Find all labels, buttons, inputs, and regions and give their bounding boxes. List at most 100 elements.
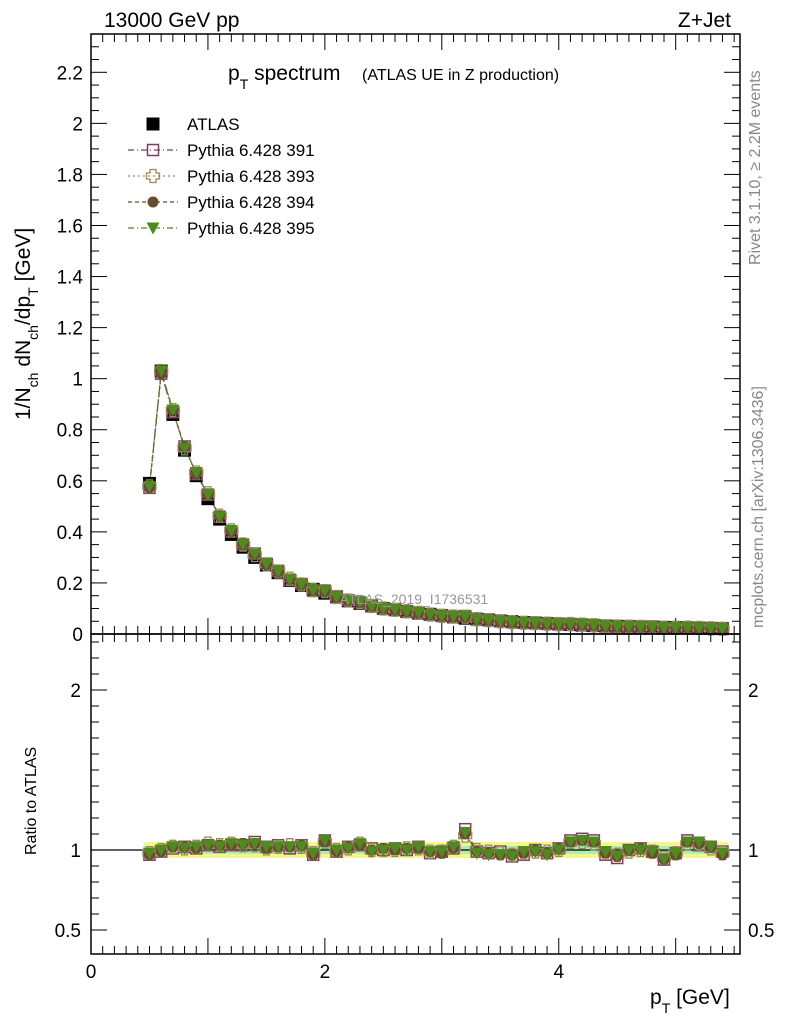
ratio-series-4-point (540, 849, 554, 862)
main-y-tick-label: 1 (72, 370, 83, 391)
legend: ATLAS Pythia 6.428 391 Pythia 6.428 393 Pyt… (128, 115, 315, 238)
ratio-y-tick-label: 0.5 (55, 921, 81, 942)
series-4-point (353, 596, 367, 609)
ratio-series-4-point (517, 846, 531, 859)
legend-label: ATLAS (187, 115, 240, 134)
series-4-point (575, 619, 589, 632)
main-y-tick-label: 0.8 (57, 421, 83, 442)
header-right: Z+Jet (678, 9, 731, 32)
ratio-series-4-point (634, 844, 648, 857)
series-4-point (493, 615, 507, 628)
ratio-series-4-point (470, 847, 484, 860)
ratio-series-4-point (447, 841, 461, 854)
series-4-point (458, 610, 472, 623)
ratio-series-4-point (353, 838, 367, 851)
ratio-series-4-point (142, 847, 156, 860)
series-4-point (283, 573, 297, 586)
ratio-series-4-point (224, 838, 238, 851)
main-ticks: 0 0.2 0.4 0.6 0.8 1 1.2 1.4 1.6 1.8 2 2.2 (57, 33, 740, 646)
series-4-point (318, 585, 332, 598)
ratio-series-4-point (622, 844, 636, 857)
ratio-series-4-point (259, 841, 273, 854)
series-4-point (704, 622, 718, 635)
chart-title: pT spectrum (ATLAS UE in Z production) (228, 62, 559, 92)
series-4-point (294, 579, 308, 592)
series-4-point (657, 622, 671, 635)
series-4-point (435, 610, 449, 623)
ratio-series-4-point (563, 836, 577, 849)
series-4-point (236, 539, 250, 552)
ratio-series-4-point (458, 826, 472, 839)
ratio-series-4-point (271, 841, 285, 854)
chart-subtitle: (ATLAS UE in Z production) (362, 67, 559, 84)
svg-text:pT [GeV]: pT [GeV] (650, 986, 730, 1016)
series-4-point (447, 611, 461, 624)
x-axis-title: pT [GeV] (650, 986, 730, 1016)
main-y-tick-label: 0.2 (57, 574, 83, 595)
ratio-y-tick-label: 1 (70, 841, 81, 862)
series-4-point (306, 584, 320, 597)
series-4-point (400, 606, 414, 619)
series-4-point (505, 616, 519, 629)
series-4-point (166, 404, 180, 417)
ratio-series-4-point (294, 841, 308, 854)
ratio-ticks: 0 2 4 0.5 0.5 1 1 2 2 (55, 634, 774, 983)
ratio-y-tick-label-right: 1 (748, 841, 759, 862)
ratio-series-4-point (306, 847, 320, 860)
series-4-point (563, 618, 577, 631)
series-4-point (680, 622, 694, 635)
legend-label: Pythia 6.428 393 (187, 167, 315, 186)
main-y-tick-label: 1.4 (57, 268, 84, 289)
series-4-point (224, 524, 238, 537)
series-4-point (154, 365, 168, 378)
ratio-series (142, 822, 730, 867)
watermark: ATLAS_2019_I1736531 (340, 591, 489, 607)
series-4-point (213, 511, 227, 524)
ratio-y-tick-label: 2 (70, 681, 81, 702)
series-4-point (259, 558, 273, 571)
series-4-point (482, 614, 496, 627)
ratio-series-4-point (213, 841, 227, 854)
series-4-point (645, 621, 659, 634)
series-4-point (365, 600, 379, 613)
legend-marker (146, 222, 160, 235)
legend-label: Pythia 6.428 395 (187, 219, 315, 238)
side-label-bottom: mcplots.cern.ch [arXiv:1306.3436] (750, 386, 767, 628)
x-tick-label: 0 (86, 962, 97, 983)
ratio-series-4-point (645, 846, 659, 859)
series-4-point (715, 623, 729, 636)
main-y-tick-label: 1.6 (57, 216, 83, 237)
ratio-series-4-point (154, 844, 168, 857)
series-4-point (669, 622, 683, 635)
ratio-series-4-point (493, 849, 507, 862)
ratio-series-4-point (715, 847, 729, 860)
legend-marker (147, 196, 159, 208)
series-4-point (248, 548, 262, 561)
ratio-series-4-point (704, 841, 718, 854)
main-y-tick-label: 1.8 (57, 165, 83, 186)
header-left: 13000 GeV pp (104, 9, 239, 32)
ratio-y-tick-label-right: 2 (748, 681, 759, 702)
ratio-panel: 0 2 4 0.5 0.5 1 1 2 2 Ratio to ATLAS pT [GeV] (23, 633, 774, 1016)
series-4-point (423, 609, 437, 622)
series-4-point (142, 480, 156, 493)
ratio-series-4-point (411, 841, 425, 854)
ratio-series-4-point (365, 846, 379, 859)
ratio-y-tick-label-right: 0.5 (748, 921, 774, 942)
ratio-series-4-point (692, 836, 706, 849)
ratio-series-4-point (587, 836, 601, 849)
ratio-series-4-point (283, 841, 297, 854)
main-panel: 0 0.2 0.4 0.6 0.8 1 1.2 1.4 1.6 1.8 2 2.2 ATLAS_201… (12, 33, 741, 646)
series-4-point (634, 621, 648, 634)
series-4-point (470, 613, 484, 626)
series-4-point (341, 594, 355, 607)
x-tick-label: 4 (553, 962, 564, 983)
series-4-point (517, 617, 531, 630)
ratio-series-4-point (248, 838, 262, 851)
main-y-tick-label: 1.2 (57, 319, 83, 340)
main-y-tick-label: 2.2 (57, 63, 83, 84)
ratio-series-4-point (423, 846, 437, 859)
ratio-series-4-point (680, 836, 694, 849)
series-4-point (376, 602, 390, 615)
ratio-series-4-point (552, 844, 566, 857)
